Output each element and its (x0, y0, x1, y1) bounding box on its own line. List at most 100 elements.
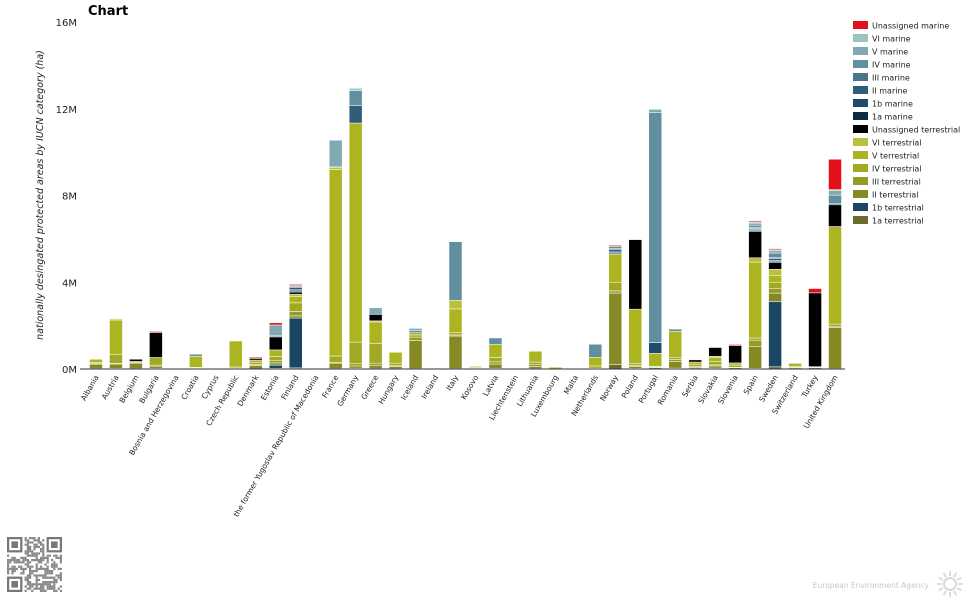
bar-segment[interactable] (109, 318, 123, 321)
bar-segment[interactable] (728, 362, 742, 366)
bar-segment[interactable] (688, 361, 702, 365)
bar-segment[interactable] (748, 337, 762, 341)
bar-segment[interactable] (648, 109, 662, 113)
bar-segment[interactable] (328, 139, 343, 167)
bar-segment[interactable] (269, 322, 283, 326)
bar-segment[interactable] (448, 335, 463, 369)
bar-segment[interactable] (608, 364, 623, 370)
legend-label[interactable]: Unassigned terrestrial (872, 126, 960, 135)
bar-segment[interactable] (288, 293, 303, 297)
bar-segment[interactable] (648, 112, 662, 343)
bar-segment[interactable] (388, 362, 403, 366)
bar-segment[interactable] (408, 330, 423, 334)
bar-segment[interactable] (528, 366, 543, 369)
bar-segment[interactable] (288, 284, 303, 286)
bar-segment[interactable] (768, 301, 782, 368)
bar-segment[interactable] (628, 363, 643, 366)
bar-segment[interactable] (368, 343, 383, 364)
bar-segment[interactable] (149, 331, 163, 333)
bar-segment[interactable] (708, 361, 722, 366)
legend-label[interactable]: III marine (872, 74, 910, 83)
bar-segment[interactable] (528, 363, 543, 367)
bar-segment[interactable] (708, 347, 722, 357)
bar-segment[interactable] (688, 363, 702, 367)
bar-segment[interactable] (149, 357, 163, 366)
bar-segment[interactable] (129, 362, 143, 369)
bar-segment[interactable] (368, 307, 383, 315)
legend-label[interactable]: 1b terrestrial (872, 204, 924, 213)
bar-segment[interactable] (588, 344, 603, 358)
bar-segment[interactable] (249, 359, 263, 363)
legend-label[interactable]: II terrestrial (872, 191, 918, 200)
bar-segment[interactable] (328, 362, 343, 369)
bar-segment[interactable] (269, 356, 283, 362)
bar-segment[interactable] (129, 358, 143, 362)
bar-segment[interactable] (768, 258, 782, 261)
bar-segment[interactable] (748, 222, 762, 226)
bar-segment[interactable] (608, 290, 623, 294)
bar-segment[interactable] (249, 365, 263, 370)
bar-segment[interactable] (408, 332, 423, 336)
bar-segment[interactable] (668, 359, 682, 362)
bar-segment[interactable] (608, 245, 623, 247)
bar-segment[interactable] (388, 352, 403, 364)
bar-segment[interactable] (668, 357, 682, 360)
bar-segment[interactable] (368, 314, 383, 322)
legend-label[interactable]: II marine (872, 87, 908, 96)
bar-segment[interactable] (768, 262, 782, 270)
bar-segment[interactable] (109, 363, 123, 369)
bar-segment[interactable] (728, 364, 742, 368)
bar-segment[interactable] (328, 169, 343, 357)
bar-segment[interactable] (828, 327, 842, 369)
bar-segment[interactable] (89, 358, 103, 363)
bar-segment[interactable] (109, 319, 123, 355)
legend-label[interactable]: V marine (872, 48, 908, 57)
bar-segment[interactable] (249, 358, 263, 361)
bar-segment[interactable] (348, 363, 363, 367)
bar-segment[interactable] (348, 88, 363, 91)
bar-segment[interactable] (149, 365, 163, 369)
bar-segment[interactable] (288, 287, 303, 291)
bar-segment[interactable] (488, 363, 503, 369)
bar-segment[interactable] (808, 288, 822, 294)
bar-segment[interactable] (828, 159, 842, 190)
bar-segment[interactable] (448, 308, 463, 334)
bar-segment[interactable] (608, 253, 623, 283)
bar-segment[interactable] (748, 231, 762, 259)
bar-segment[interactable] (688, 359, 702, 363)
bar-segment[interactable] (768, 250, 782, 254)
bar-segment[interactable] (768, 252, 782, 258)
bar-segment[interactable] (728, 344, 742, 346)
bar-segment[interactable] (288, 302, 303, 312)
bar-segment[interactable] (189, 356, 203, 368)
bar-segment[interactable] (408, 334, 423, 338)
bar-segment[interactable] (748, 224, 762, 228)
legend-label[interactable]: V terrestrial (872, 152, 919, 161)
bar-segment[interactable] (828, 204, 842, 227)
bar-segment[interactable] (528, 361, 543, 365)
bar-segment[interactable] (768, 288, 782, 294)
bar-segment[interactable] (109, 354, 123, 364)
bar-segment[interactable] (728, 345, 742, 364)
bar-segment[interactable] (488, 357, 503, 363)
legend-label[interactable]: III terrestrial (872, 178, 921, 187)
bar-segment[interactable] (288, 317, 303, 369)
bar-segment[interactable] (189, 354, 203, 357)
bar-segment[interactable] (828, 190, 842, 196)
bar-segment[interactable] (628, 238, 643, 240)
bar-segment[interactable] (748, 261, 762, 339)
bar-segment[interactable] (808, 292, 822, 367)
bar-segment[interactable] (708, 357, 722, 362)
bar-segment[interactable] (628, 308, 643, 364)
bar-segment[interactable] (328, 355, 343, 363)
legend-label[interactable]: 1a marine (872, 113, 913, 122)
bar-segment[interactable] (368, 362, 383, 366)
bar-segment[interactable] (229, 340, 243, 368)
legend-label[interactable]: 1a terrestrial (872, 217, 924, 226)
bar-segment[interactable] (488, 361, 503, 365)
bar-segment[interactable] (748, 339, 762, 347)
bar-segment[interactable] (269, 336, 283, 351)
bar-segment[interactable] (348, 122, 363, 343)
legend-label[interactable]: Unassigned marine (872, 22, 949, 31)
bar-segment[interactable] (628, 239, 643, 310)
